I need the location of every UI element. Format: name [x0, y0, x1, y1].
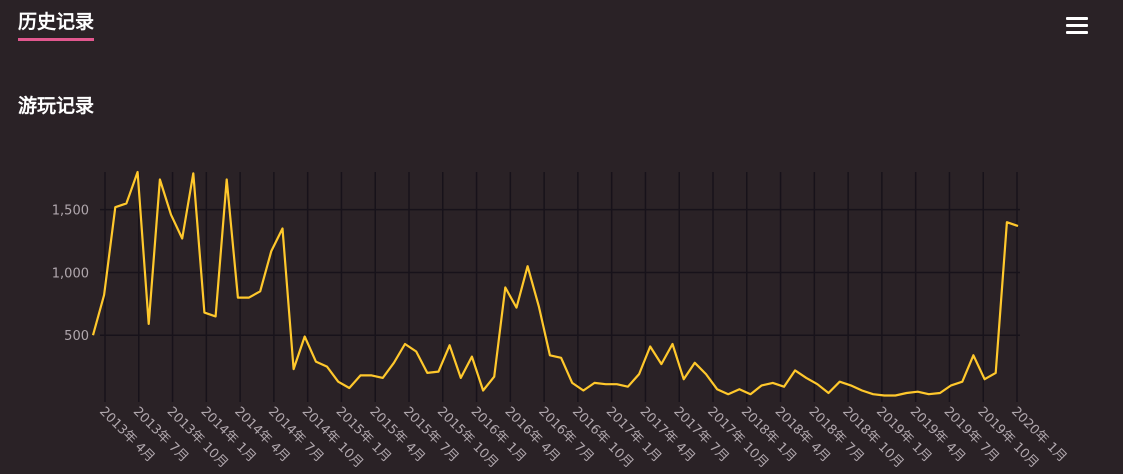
y-tick-label: 1,500: [52, 204, 89, 219]
history-tab-title[interactable]: 历史记录: [18, 10, 95, 41]
y-tick-label: 500: [64, 329, 89, 344]
y-axis-ticks: 500 1,000 1,500: [52, 204, 89, 345]
vertical-gridlines: [104, 172, 1018, 402]
horizontal-gridlines: [100, 208, 1020, 336]
y-tick-label: 1,000: [52, 266, 89, 281]
hamburger-menu-icon[interactable]: [1066, 16, 1088, 36]
section-title: 游玩记录: [18, 95, 95, 117]
series-line: [91, 170, 1019, 397]
